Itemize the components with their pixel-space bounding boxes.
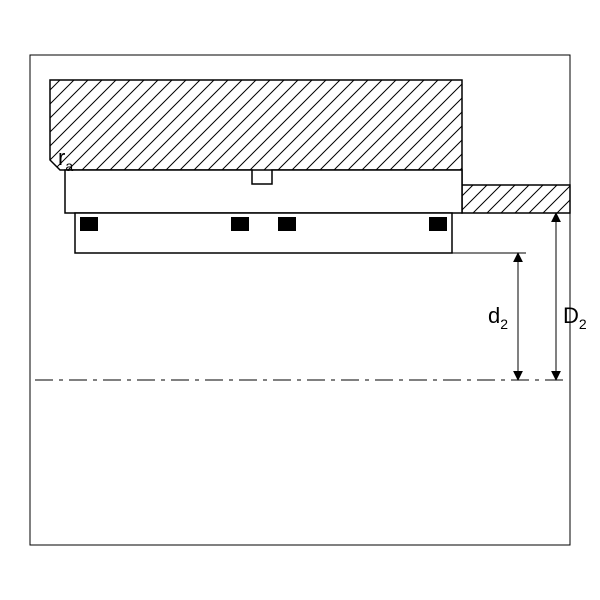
- bearing-ring: [65, 170, 462, 213]
- label-D2: D2: [563, 303, 587, 332]
- label-d2: d2: [488, 303, 508, 332]
- bearing-cross-section-diagram: ra d2 D2: [0, 0, 600, 600]
- raceway-cavity: [75, 213, 452, 253]
